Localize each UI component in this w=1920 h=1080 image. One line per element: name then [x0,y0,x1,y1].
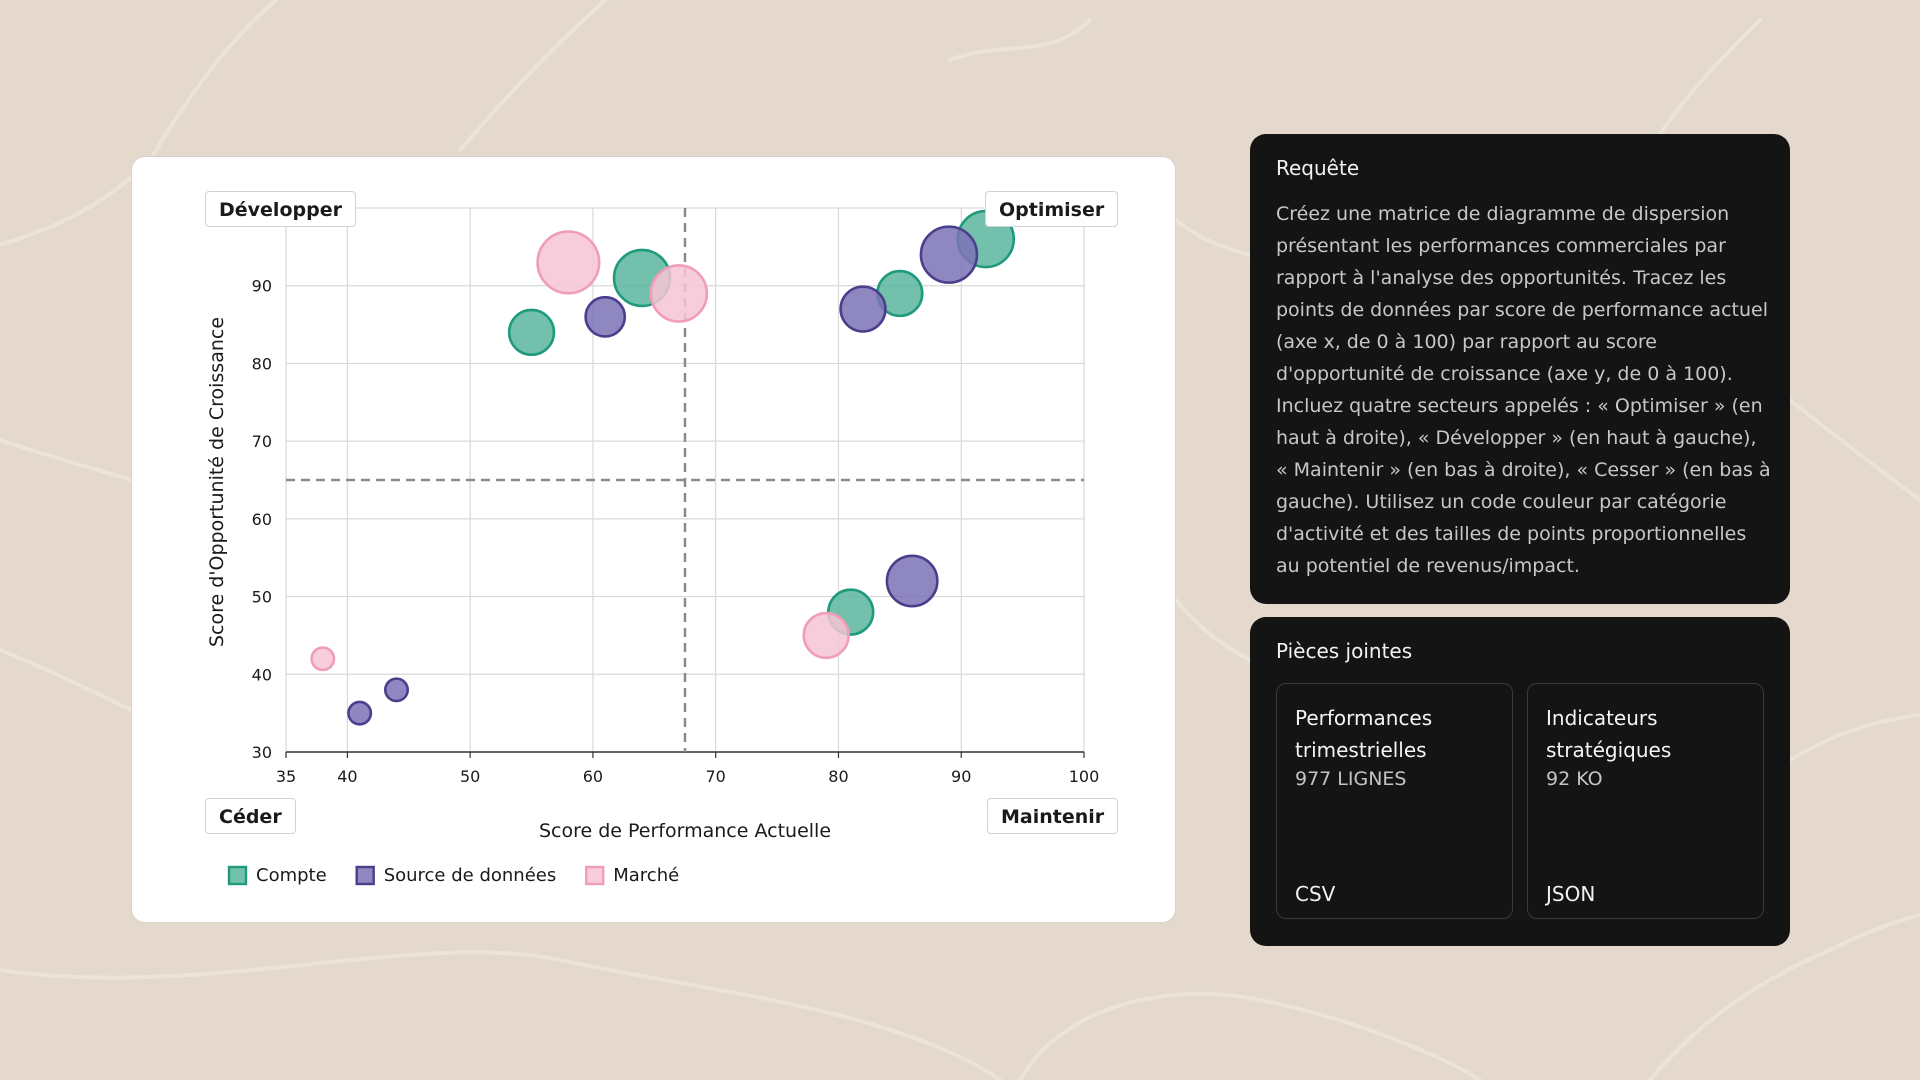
y-axis-label: Score d'Opportunité de Croissance [206,317,228,647]
attachment-card-csv[interactable]: Performances trimestrielles 977 LIGNES C… [1276,683,1513,919]
data-point [649,264,709,323]
attachment-name: Performances trimestrielles [1295,706,1433,762]
x-tick-label: 90 [951,767,971,786]
y-tick-label: 50 [252,588,272,607]
attachment-meta: 92 KO [1546,768,1603,790]
attachment-card-json[interactable]: Indicateurs stratégiques 92 KO JSON [1527,683,1764,919]
scatter-chart: 35 40 50 60 70 80 90 100 30 40 50 60 70 80 90 Score de… [206,207,1100,886]
y-tick-label: 60 [252,510,272,529]
quadrant-label-optimize: Optimiser [985,191,1119,227]
data-point [584,295,627,338]
attachment-meta: 977 LIGNES [1295,768,1407,790]
axis-ticks: 35 40 50 60 70 80 90 100 30 40 50 60 70 80 90 [252,277,1100,786]
y-tick-label: 80 [252,354,272,373]
x-tick-label: 60 [583,767,603,786]
attachments-title: Pièces jointes [1276,639,1413,663]
legend-label: Source de données [384,865,557,886]
data-point [919,225,979,284]
data-point [839,285,887,333]
y-tick-label: 70 [252,432,272,451]
x-tick-label: 80 [828,767,848,786]
y-tick-label: 40 [252,665,272,684]
legend-label: Compte [256,865,327,886]
x-axis-label: Score de Performance Actuelle [539,820,831,842]
legend-swatch [355,865,375,886]
attachment-name: Indicateurs stratégiques [1546,706,1672,762]
data-point [802,611,850,660]
x-tick-label: 35 [276,767,296,786]
legend-swatch [227,865,248,886]
data-point [310,646,336,672]
data-point [536,230,601,295]
x-tick-label: 70 [706,767,726,786]
quadrant-label-develop: Développer [205,191,356,227]
request-panel: Requête Créez une matrice de diagramme d… [1250,134,1790,604]
data-points [310,209,1016,726]
attachment-type: CSV [1295,882,1336,906]
attachments-panel: Pièces jointes Performances trimestriell… [1250,617,1790,946]
request-text: Créez une matrice de diagramme de disper… [1276,203,1771,577]
y-tick-label: 90 [252,277,272,296]
legend: Compte Source de données Marché [227,865,679,886]
attachment-type: JSON [1546,882,1596,906]
quadrant-label-maintain: Maintenir [987,798,1119,834]
data-point [383,677,409,703]
data-point [885,554,939,608]
chart-card: 35 40 50 60 70 80 90 100 30 40 50 60 70 80 90 Score de… [131,156,1176,923]
legend-swatch [585,865,605,886]
quadrant-label-divest: Céder [205,798,296,834]
data-point [347,700,373,726]
x-tick-label: 100 [1069,767,1100,786]
request-title: Requête [1276,156,1360,180]
legend-label: Marché [613,865,679,886]
x-tick-label: 40 [337,767,357,786]
y-tick-label: 30 [252,743,272,762]
data-point [507,308,556,357]
x-tick-label: 50 [460,767,480,786]
